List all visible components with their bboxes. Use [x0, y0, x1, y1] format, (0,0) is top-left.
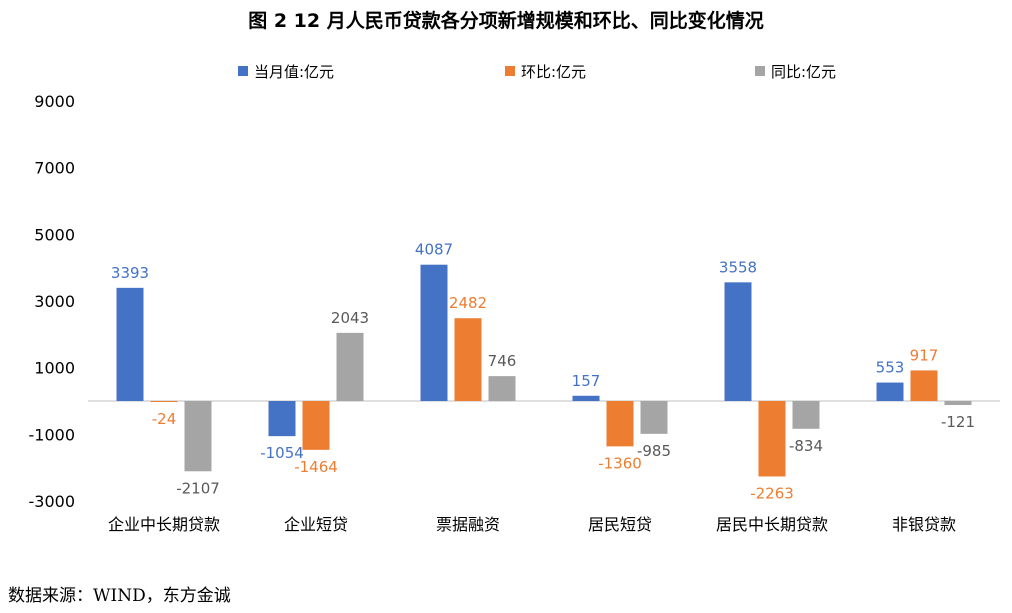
bar — [944, 401, 972, 406]
x-tick-label: 企业短贷 — [284, 515, 348, 534]
data-label: -1054 — [260, 444, 304, 462]
y-tick-label: 9000 — [34, 92, 75, 111]
chart-title: 图 2 12 月人民币贷款各分项新增规模和环比、同比变化情况 — [248, 9, 764, 32]
bar — [268, 401, 296, 437]
bar — [724, 282, 752, 401]
data-label: 157 — [572, 372, 601, 390]
bar — [336, 332, 364, 401]
data-label: -121 — [941, 413, 975, 431]
bar — [488, 376, 516, 401]
bar — [572, 395, 600, 401]
data-label: 3558 — [719, 258, 757, 276]
y-tick-label: -1000 — [29, 425, 76, 444]
data-label: 2482 — [449, 294, 487, 312]
x-tick-label: 企业中长期贷款 — [108, 515, 220, 534]
legend-label: 当月值:亿元 — [254, 63, 334, 81]
data-label: -1464 — [294, 458, 338, 476]
data-label: -985 — [637, 442, 671, 460]
data-label: -2263 — [750, 484, 794, 502]
bar — [420, 264, 448, 401]
x-tick-label: 居民短贷 — [588, 515, 652, 534]
bar — [302, 401, 330, 450]
x-tick-label: 居民中长期贷款 — [716, 515, 828, 534]
data-label: 3393 — [111, 264, 149, 282]
bar — [758, 401, 786, 477]
y-tick-label: 3000 — [34, 292, 75, 311]
data-label: -2107 — [176, 479, 220, 497]
x-tick-label: 非银贷款 — [892, 515, 956, 534]
data-label: -834 — [789, 437, 823, 455]
data-label: -1360 — [598, 454, 642, 472]
bar — [116, 287, 144, 401]
legend-swatch — [238, 66, 248, 76]
legend-swatch — [755, 66, 765, 76]
data-label: 2043 — [331, 309, 369, 327]
data-label: 917 — [910, 346, 939, 364]
x-tick-label: 票据融资 — [436, 515, 500, 534]
bar — [454, 318, 482, 401]
y-tick-label: 1000 — [34, 359, 75, 378]
source-note: 数据来源：WIND，东方金诚 — [8, 586, 231, 606]
bar — [876, 382, 904, 401]
data-label: 553 — [876, 359, 905, 377]
bar — [640, 401, 668, 434]
bar — [606, 401, 634, 447]
legend-label: 环比:亿元 — [521, 63, 586, 81]
legend-swatch — [505, 66, 515, 76]
y-tick-label: -3000 — [29, 492, 76, 511]
bar — [792, 401, 820, 429]
bar — [910, 370, 938, 401]
data-label: 4087 — [415, 241, 453, 259]
y-tick-label: 5000 — [34, 225, 75, 244]
bar — [184, 401, 212, 472]
data-label: -24 — [152, 410, 177, 428]
bar — [150, 401, 178, 402]
legend-label: 同比:亿元 — [771, 63, 836, 81]
data-label: 746 — [488, 352, 517, 370]
y-tick-label: 7000 — [34, 159, 75, 178]
